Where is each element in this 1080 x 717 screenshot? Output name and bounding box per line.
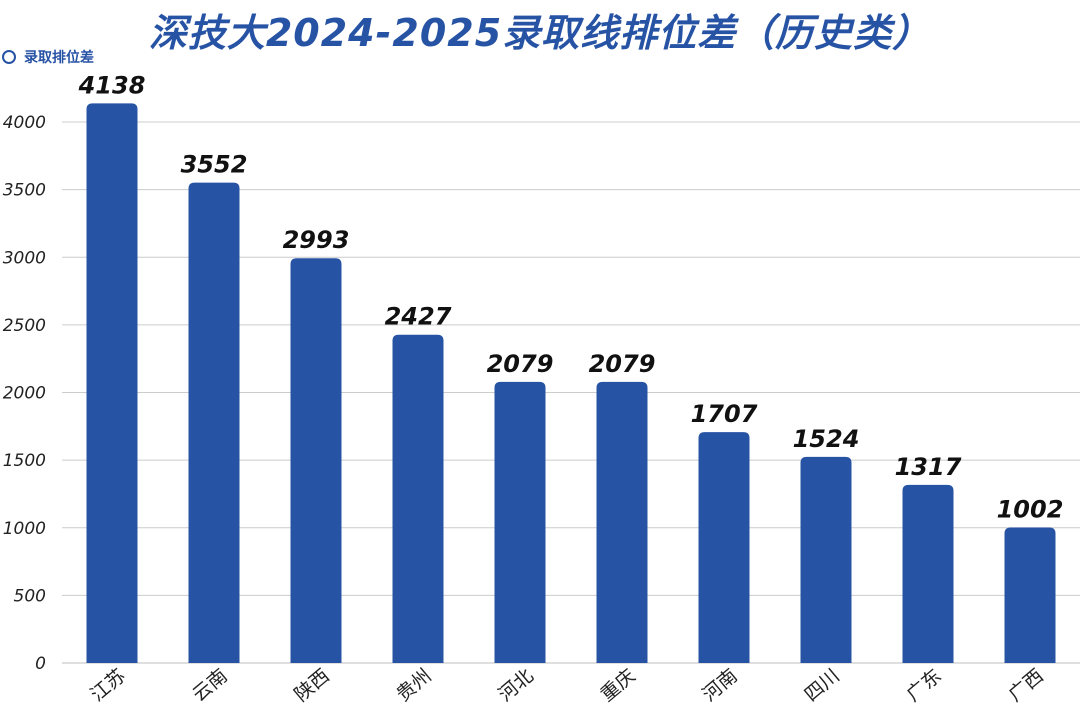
x-tick-label: 广东 <box>903 665 946 706</box>
y-tick-label: 2000 <box>3 384 46 404</box>
data-label: 1707 <box>691 400 758 428</box>
x-tick-label: 贵州 <box>393 665 436 706</box>
y-tick-label: 1000 <box>3 519 46 539</box>
data-label: 1002 <box>997 495 1064 523</box>
y-tick-label: 3500 <box>3 181 46 201</box>
bar <box>698 432 750 663</box>
bar <box>392 334 444 663</box>
y-tick-label: 2500 <box>3 316 46 336</box>
bar <box>494 381 546 663</box>
data-label: 3552 <box>181 151 248 179</box>
x-tick-label: 河南 <box>699 665 742 706</box>
y-tick-label: 1500 <box>3 451 46 471</box>
data-label: 2079 <box>487 350 554 378</box>
bar <box>188 182 240 664</box>
y-tick-label: 3000 <box>3 248 46 268</box>
x-tick-label: 重庆 <box>597 665 640 706</box>
bar <box>86 103 138 663</box>
x-tick-label: 四川 <box>801 665 844 706</box>
data-label: 1524 <box>793 425 860 453</box>
legend-marker-icon <box>2 50 16 64</box>
data-label: 2427 <box>385 303 452 331</box>
data-label: 2079 <box>589 350 656 378</box>
bar <box>902 484 954 663</box>
legend-label: 录取排位差 <box>24 50 94 66</box>
legend: 录取排位差 <box>2 47 94 67</box>
bar <box>596 381 648 663</box>
data-label: 2993 <box>283 226 350 254</box>
y-tick-label: 0 <box>35 654 46 674</box>
chart-title: 深技大2024-2025录取线排位差（历史类） <box>148 11 932 55</box>
data-label: 1317 <box>895 453 962 481</box>
x-tick-label: 江苏 <box>87 665 130 706</box>
bar <box>290 258 342 663</box>
x-tick-label: 陕西 <box>291 665 334 706</box>
bar <box>800 456 852 663</box>
x-tick-label: 广西 <box>1005 665 1048 706</box>
y-tick-label: 4000 <box>3 113 46 133</box>
y-tick-label: 500 <box>14 586 46 606</box>
x-tick-label: 云南 <box>189 665 232 706</box>
x-tick-label: 河北 <box>495 665 538 706</box>
data-label: 4138 <box>78 71 146 99</box>
bar <box>1004 527 1056 663</box>
